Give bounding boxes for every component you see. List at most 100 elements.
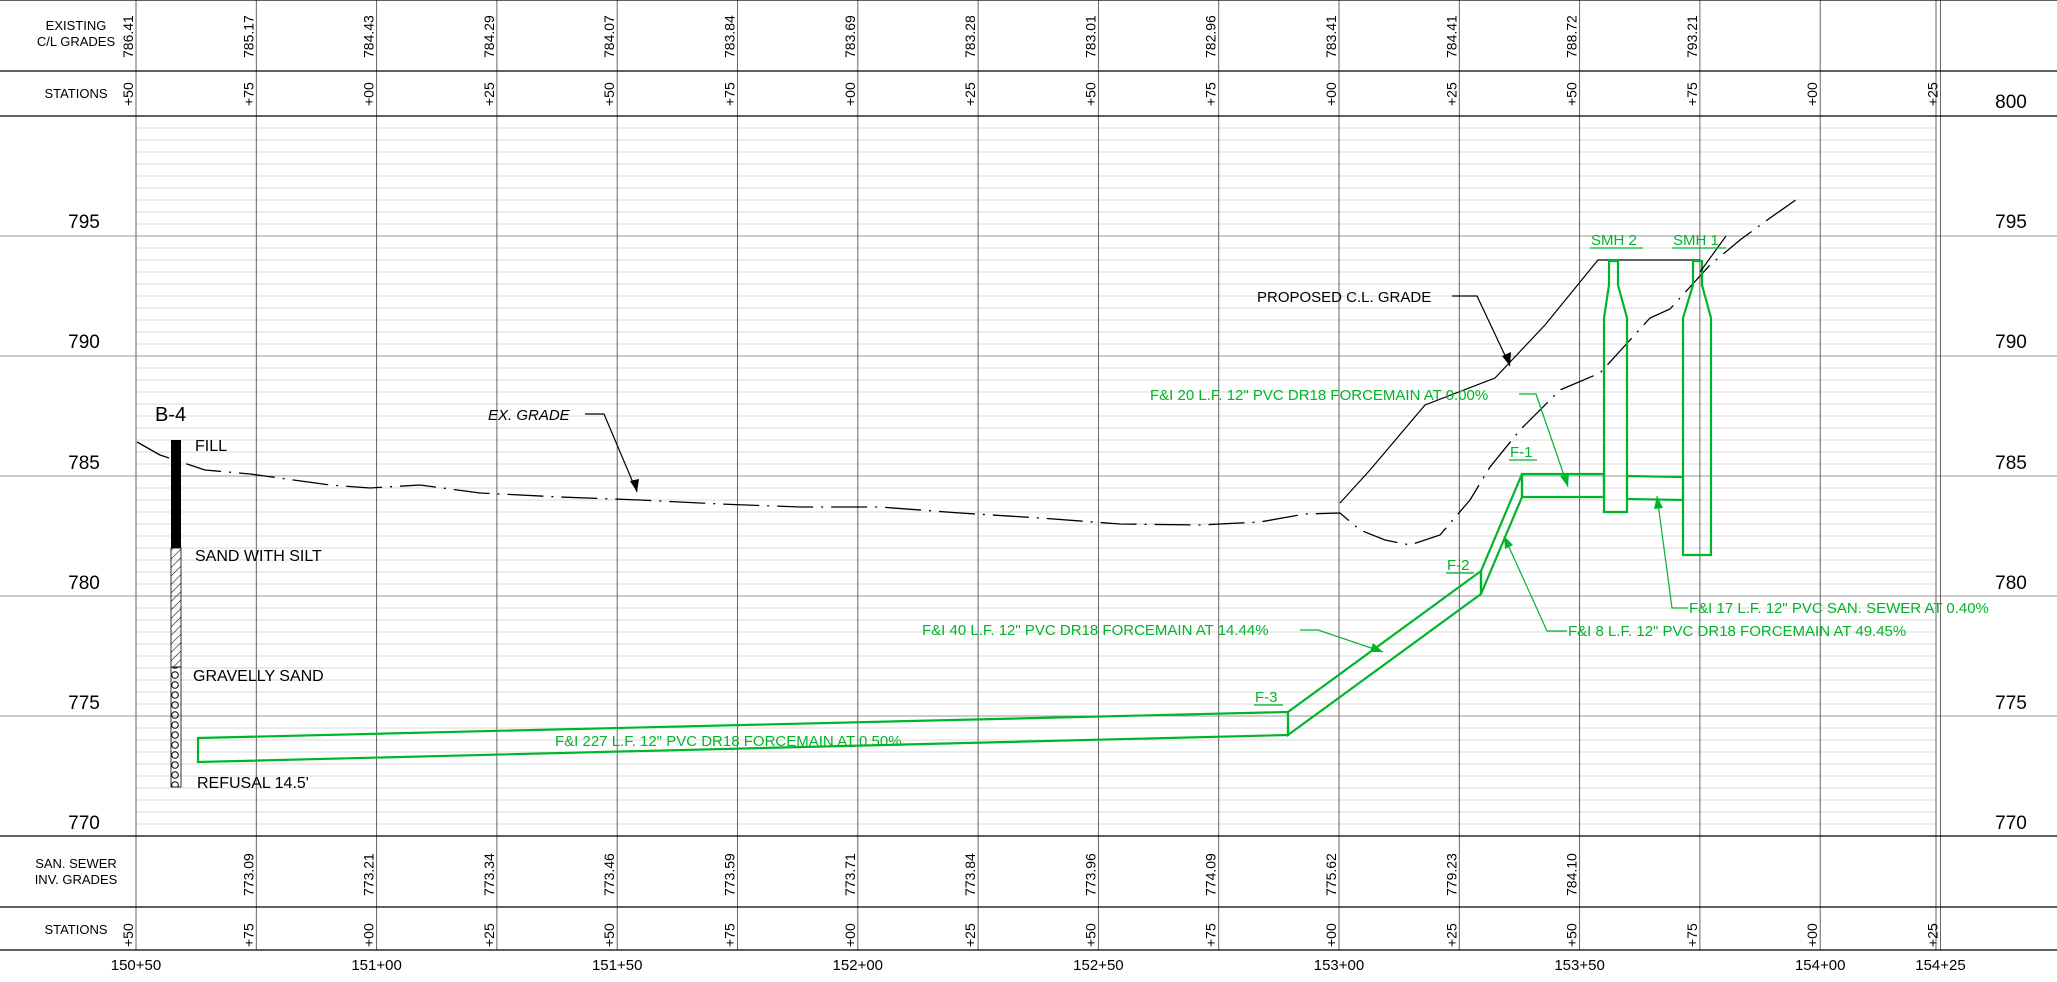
header-station-tick: +75 <box>1684 82 1700 106</box>
annotation-texts: EX. GRADE PROPOSED C.L. GRADE SMH 2 SMH … <box>488 232 1989 750</box>
header-station-tick: +50 <box>120 82 136 106</box>
header-station-tick: +50 <box>1564 82 1580 106</box>
label-smh2: SMH 2 <box>1591 232 1637 249</box>
boring-layer-refusal: REFUSAL 14.5' <box>197 775 309 792</box>
elev-left-775: 775 <box>68 693 100 714</box>
boring-gravel-layer <box>170 666 182 788</box>
existing-grade-value: 783.84 <box>722 15 738 58</box>
footer-station-tick: +00 <box>1804 923 1820 947</box>
elev-right-770: 770 <box>1995 813 2027 834</box>
existing-grades-row: 786.41 785.17 784.43 784.29 784.07 783.84 783.… <box>120 15 1700 58</box>
inv-label-line2: INV. GRADES <box>35 872 118 887</box>
proposed-grade-line <box>1339 259 1700 504</box>
inv-grade-value: 774.09 <box>1203 853 1219 896</box>
boring-layer-fill: FILL <box>195 438 227 455</box>
inv-grades-row: 773.09 773.21 773.34 773.46 773.59 773.71 773.… <box>240 853 1579 896</box>
existing-grade-value: 785.17 <box>240 15 256 58</box>
label-f2: F-2 <box>1447 557 1470 574</box>
header-station-tick: +75 <box>1203 82 1219 106</box>
header-station-tick: +25 <box>1925 82 1941 106</box>
existing-grade-value: 783.01 <box>1082 15 1098 58</box>
bottom-station-label: 152+00 <box>833 957 883 974</box>
elev-right-795: 795 <box>1995 212 2027 233</box>
existing-label-line2: C/L GRADES <box>37 34 116 49</box>
manhole-smh2 <box>1602 259 1629 514</box>
footer-station-tick: +25 <box>962 923 978 947</box>
arrow-proposed-grade <box>1502 352 1511 366</box>
elev-left-770: 770 <box>68 813 100 834</box>
elev-right-800: 800 <box>1995 92 2027 113</box>
label-ex-grade: EX. GRADE <box>488 407 571 424</box>
footer-station-tick: +50 <box>1082 923 1098 947</box>
arrow-pipe-17 <box>1654 496 1663 509</box>
footer-station-tick: +50 <box>601 923 617 947</box>
header-station-tick: +25 <box>962 82 978 106</box>
label-pipe-8: F&I 8 L.F. 12" PVC DR18 FORCEMAIN AT 49.… <box>1568 623 1906 640</box>
leader-ex-grade <box>585 413 638 493</box>
inv-grade-value: 784.10 <box>1564 853 1580 896</box>
leader-pipe-40 <box>1300 629 1384 653</box>
footer-station-tick: +25 <box>481 923 497 947</box>
footer-station-tick: +00 <box>361 923 377 947</box>
label-f3: F-3 <box>1255 689 1278 706</box>
inv-grade-value: 773.46 <box>601 853 617 896</box>
header-stations-label: STATIONS <box>44 86 107 101</box>
footer-stations-label: STATIONS <box>44 922 107 937</box>
label-pipe-17: F&I 17 L.F. 12" PVC SAN. SEWER AT 0.40% <box>1689 600 1989 617</box>
inv-grade-value: 773.96 <box>1082 853 1098 896</box>
footer-station-tick: +00 <box>1323 923 1339 947</box>
pipe-8-lf <box>1479 473 1524 595</box>
footer-station-tick: +75 <box>722 923 738 947</box>
inv-grade-value: 773.71 <box>842 853 858 896</box>
boring-layer-sand: SAND WITH SILT <box>195 548 322 565</box>
bottom-station-label: 153+00 <box>1314 957 1364 974</box>
footer-station-tick: +75 <box>1684 923 1700 947</box>
header-station-tick: +00 <box>1804 82 1820 106</box>
header-station-tick: +00 <box>1323 82 1339 106</box>
existing-grade-value: 784.41 <box>1443 15 1459 58</box>
header-station-tick: +25 <box>1443 82 1459 106</box>
inv-grade-value: 779.23 <box>1443 853 1459 896</box>
boring-log: B-4 FILL SAND WITH SILT GRAVELLY SAND RE… <box>155 404 324 792</box>
existing-grade-value: 786.41 <box>120 15 136 58</box>
arrow-ex-grade <box>630 479 639 492</box>
boring-sand-layer <box>170 547 182 668</box>
inv-grade-value: 773.84 <box>962 853 978 896</box>
bottom-station-labels: 150+50 151+00 151+50 152+00 152+50 153+00 153+… <box>111 957 1966 974</box>
pipe-network <box>196 259 1713 764</box>
header-station-tick: +50 <box>1082 82 1098 106</box>
footer-stations-row: +50 +75 +00 +25 +50 +75 +00 +25 +50 +75 +00 +25 +50 +… <box>120 923 1941 947</box>
inv-grade-value: 773.59 <box>722 853 738 896</box>
arrow-pipe-8 <box>1504 536 1513 549</box>
arrow-pipe-40 <box>1370 643 1383 652</box>
existing-label-line1: EXISTING <box>46 18 107 33</box>
header-station-tick: +75 <box>722 82 738 106</box>
elev-left-785: 785 <box>68 453 100 474</box>
label-smh1: SMH 1 <box>1673 232 1719 249</box>
existing-grade-value: 783.41 <box>1323 15 1339 58</box>
inv-grade-value: 773.09 <box>240 853 256 896</box>
header-stations-row: +50 +75 +00 +25 +50 +75 +00 +25 +50 +75 +00 +25 +50 +… <box>120 82 1941 106</box>
label-pipe-20: F&I 20 L.F. 12" PVC DR18 FORCEMAIN AT 0.… <box>1150 387 1488 404</box>
bottom-station-label: 154+00 <box>1795 957 1845 974</box>
inv-grade-value: 773.34 <box>481 853 497 896</box>
bottom-station-label: 151+50 <box>592 957 642 974</box>
elev-right-790: 790 <box>1995 332 2027 353</box>
elev-left-780: 780 <box>68 573 100 594</box>
boring-layer-gravel: GRAVELLY SAND <box>193 668 324 685</box>
existing-grade-line <box>136 196 1801 546</box>
header-station-tick: +75 <box>240 82 256 106</box>
elev-right-775: 775 <box>1995 693 2027 714</box>
header-station-tick: +00 <box>842 82 858 106</box>
footer-station-tick: +25 <box>1443 923 1459 947</box>
footer-band: SAN. SEWER INV. GRADES STATIONS 773.09 77… <box>35 853 1966 974</box>
label-f1: F-1 <box>1510 444 1533 461</box>
existing-grade-value: 793.21 <box>1684 15 1700 58</box>
inv-grade-value: 775.62 <box>1323 853 1339 896</box>
footer-station-tick: +75 <box>240 923 256 947</box>
leader-proposed-grade <box>1452 295 1511 367</box>
header-band: EXISTING C/L GRADES STATIONS 786.41 785.1… <box>37 15 1941 106</box>
inv-label-line1: SAN. SEWER <box>35 856 117 871</box>
footer-station-tick: +75 <box>1203 923 1219 947</box>
